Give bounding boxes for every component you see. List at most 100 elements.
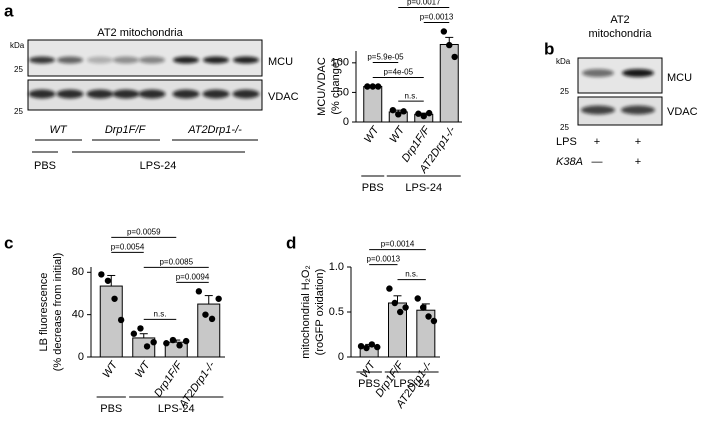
data-point (397, 308, 404, 316)
band-label: VDAC (268, 91, 299, 103)
blot-title: AT2 (610, 14, 629, 26)
panel-label: c (4, 233, 13, 252)
y-tick-label: 0 (343, 116, 349, 128)
data-point (104, 277, 112, 284)
lane-label: WT (49, 124, 67, 136)
data-point (208, 315, 216, 323)
blot-title: AT2 mitochondria (97, 27, 183, 39)
group-label: LPS-24 (140, 160, 177, 172)
blot-title: mitochondria (589, 28, 653, 40)
data-point (400, 108, 407, 115)
panel-label: d (286, 233, 296, 252)
y-tick-label: 100 (331, 57, 349, 69)
y-axis-label: MCU/VDAC (316, 57, 328, 116)
p-value: p=0.0014 (381, 240, 415, 249)
band (203, 56, 229, 64)
band (86, 89, 114, 99)
band (28, 89, 56, 99)
data-point (420, 112, 427, 120)
x-tick-label: WT (100, 358, 120, 380)
band (56, 89, 84, 99)
data-point (386, 285, 393, 292)
y-tick-label: 0.5 (329, 306, 344, 318)
lane-label: Drp1F/F (105, 124, 147, 136)
data-point (215, 295, 222, 302)
marker: 25 (14, 107, 23, 116)
band (57, 56, 83, 64)
data-point (143, 343, 151, 350)
band (172, 89, 200, 99)
data-point (137, 325, 144, 332)
band (113, 56, 139, 64)
row-mark: — (592, 156, 603, 168)
band (139, 56, 165, 64)
data-point (369, 83, 376, 90)
y-axis-label: LB fluorescence (38, 273, 50, 352)
band-label: VDAC (667, 106, 698, 118)
y-tick-label: 0 (78, 351, 84, 363)
data-point (150, 338, 157, 346)
band (173, 56, 199, 64)
band (621, 105, 655, 115)
row-label: LPS (556, 136, 577, 148)
band (112, 89, 140, 99)
band (582, 69, 614, 77)
band (87, 56, 113, 64)
p-value: p=0.0059 (127, 227, 161, 236)
data-point (430, 317, 438, 325)
group-label: LPS-24 (158, 403, 195, 415)
data-point (425, 109, 433, 117)
group-label: LPS-24 (405, 182, 442, 194)
data-point (368, 341, 376, 348)
y-axis-label: (roGFP oxidation) (314, 269, 326, 356)
group-label: PBS (362, 182, 384, 194)
p-value: p=0.0094 (176, 272, 210, 281)
data-point (451, 53, 458, 61)
y-axis-label: (% decrease from initial) (52, 253, 64, 372)
data-point (357, 343, 365, 350)
data-point (414, 295, 421, 302)
y-tick-label: 1.0 (329, 261, 344, 273)
row-mark: + (635, 156, 641, 168)
bar (363, 86, 383, 123)
data-point (169, 336, 177, 344)
marker: 25 (14, 65, 23, 74)
data-point (364, 83, 371, 90)
y-axis-label: (% change) (330, 58, 342, 114)
band (202, 89, 230, 99)
panel-label: a (4, 1, 14, 20)
y-axis-label: mitochondrial H₂O₂ (300, 265, 312, 359)
marker: 25 (560, 87, 569, 96)
p-value: p=0.0085 (159, 257, 193, 266)
panel-label: b (544, 39, 554, 58)
data-point (363, 344, 370, 352)
band (581, 105, 615, 115)
y-tick-label: 80 (72, 266, 84, 278)
data-point (425, 313, 432, 320)
marker: 25 (560, 123, 569, 132)
data-point (195, 288, 203, 295)
lane-label: AT2Drp1-/- (187, 124, 242, 136)
band (29, 56, 55, 64)
p-value: n.s. (405, 270, 418, 279)
blot-a: AT2 mitochondria kDa 25 25 MCU VDAC WT D… (10, 27, 299, 172)
p-value: n.s. (154, 310, 167, 319)
data-point (111, 295, 118, 302)
group-label: PBS (100, 403, 122, 415)
p-value: p=0.0054 (111, 242, 145, 251)
data-point (98, 271, 105, 278)
y-tick-label: 50 (337, 86, 349, 98)
data-point (163, 340, 170, 347)
p-value: p=0.0017 (407, 0, 441, 7)
p-value: p=0.0013 (367, 255, 401, 264)
p-value: n.s. (405, 91, 418, 100)
band (233, 56, 259, 64)
data-point (182, 337, 190, 345)
kda: kDa (10, 41, 25, 50)
data-point (374, 343, 381, 351)
data-point (415, 110, 422, 117)
row-mark: + (594, 136, 600, 148)
data-point (391, 299, 398, 307)
data-point (419, 304, 427, 311)
